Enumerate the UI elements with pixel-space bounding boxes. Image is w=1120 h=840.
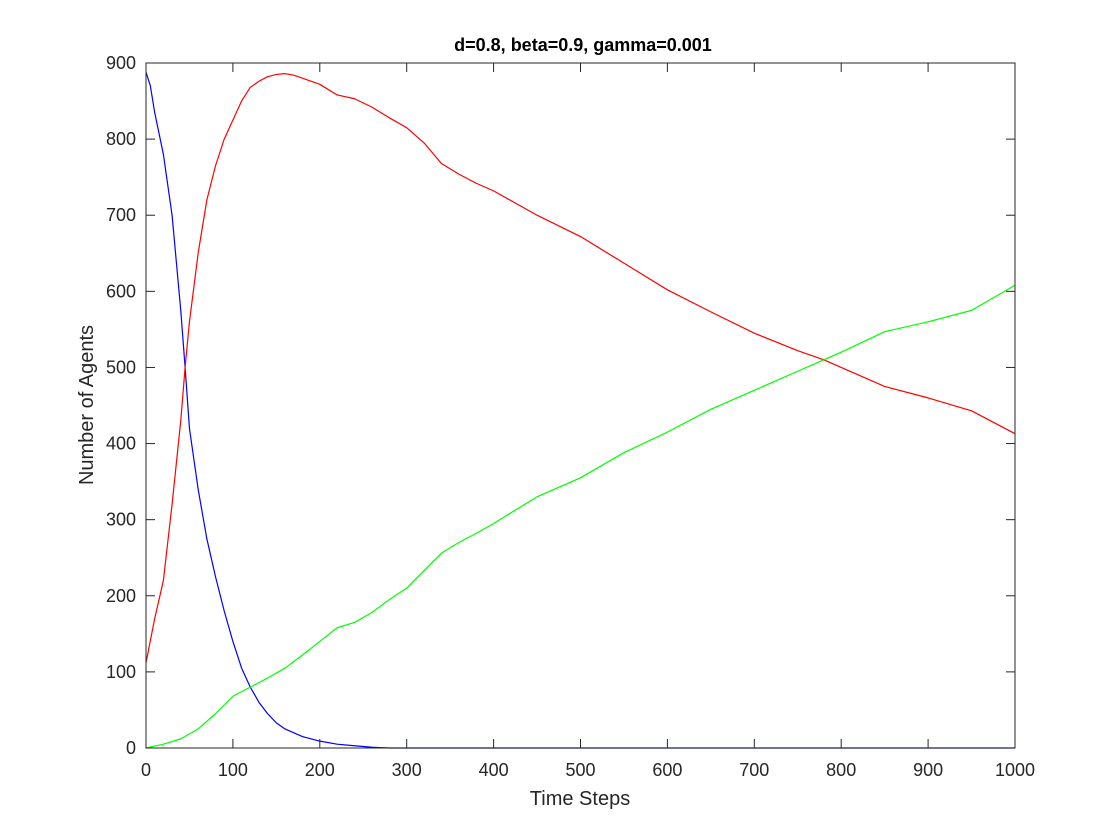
axes-background [146,63,1015,748]
y-axis-label: Number of Agents [76,325,98,485]
y-tick-label: 500 [106,357,136,377]
y-tick-label: 700 [106,205,136,225]
tick-layer: 0 100 200 300 400 500 600 700 800 900 1000 0 100 200 3… [106,53,1035,780]
y-tick-label: 800 [106,129,136,149]
x-tick-label: 700 [739,760,769,780]
y-tick-label: 300 [106,510,136,530]
plot-area: 0 100 200 300 400 500 600 700 800 900 1000 0 100 200 3… [106,53,1035,780]
series-line-2 [145,284,1016,749]
x-tick-label: 100 [218,760,248,780]
x-axis-label: Time Steps [530,788,630,810]
y-tick-label: 400 [106,434,136,454]
x-tick-label: 300 [392,760,422,780]
x-tick-label: 1000 [995,760,1035,780]
x-tick-label: 400 [479,760,509,780]
x-tick-label: 900 [913,760,943,780]
y-tick-label: 200 [106,586,136,606]
x-tick-label: 800 [826,760,856,780]
x-tick-label: 600 [652,760,682,780]
y-tick-label: 0 [126,738,136,758]
x-tick-label: 500 [565,760,595,780]
chart-title: d=0.8, beta=0.9, gamma=0.001 [454,35,712,55]
series-line-1 [145,73,1016,663]
x-tick-label: 0 [141,760,151,780]
x-tick-label: 200 [305,760,335,780]
y-tick-label: 600 [106,281,136,301]
y-tick-label: 900 [106,53,136,73]
y-tick-label: 100 [106,662,136,682]
